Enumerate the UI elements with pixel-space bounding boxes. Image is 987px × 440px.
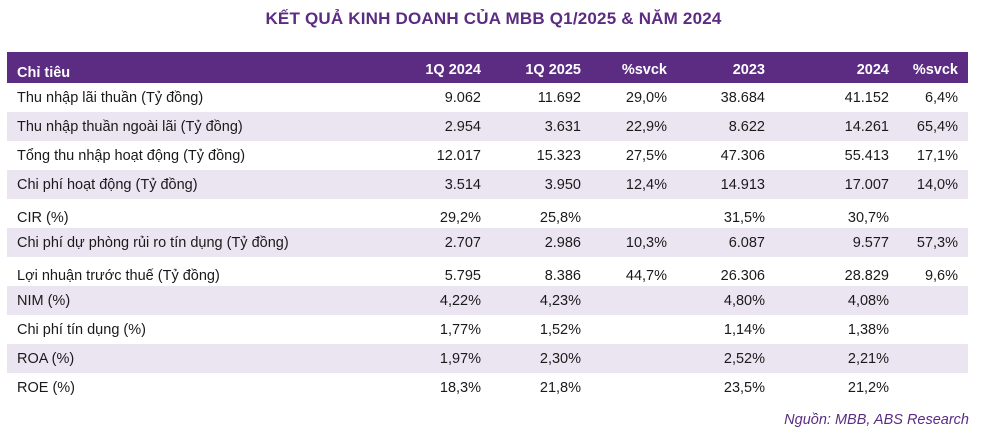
cell-yoy-year: 65,4%: [916, 118, 958, 135]
cell-1q2025: 2,30%: [539, 350, 581, 367]
cell-y2024: 2,21%: [847, 350, 889, 367]
cell-1q2025: 25,8%: [539, 210, 581, 226]
header-1q2025: 1Q 2025: [525, 62, 581, 78]
table-row: ROA (%) 1,97% 2,30% 2,52% 2,21%: [7, 344, 968, 373]
cell-1q2024: 4,22%: [439, 292, 481, 309]
cell-y2023: 14.913: [720, 176, 765, 193]
cell-yoy-quarter: 22,9%: [625, 118, 667, 135]
cell-yoy-year: [899, 373, 968, 402]
table-row: Chi phí dự phòng rủi ro tín dụng (Tỷ đồn…: [7, 228, 968, 257]
cell-y2023: 2,52%: [723, 350, 765, 367]
cell-y2024: 41.152: [844, 89, 889, 106]
cell-indicator: ROE (%): [17, 379, 75, 396]
cell-1q2025: 11.692: [537, 89, 581, 106]
header-2023: 2023: [732, 62, 765, 78]
table-row: ROE (%) 18,3% 21,8% 23,5% 21,2%: [7, 373, 968, 402]
table-row: NIM (%) 4,22% 4,23% 4,80% 4,08%: [7, 286, 968, 315]
cell-1q2024: 1,77%: [439, 321, 481, 338]
cell-y2024: 4,08%: [847, 292, 889, 309]
cell-yoy-year: 14,0%: [916, 176, 958, 193]
cell-y2024: 17.007: [844, 176, 889, 193]
table-row: Chi phí hoạt động (Tỷ đồng) 3.514 3.950 12,…: [7, 170, 968, 199]
header-row: Chỉ tiêu 1Q 2024 1Q 2025 %svck 2023 2024…: [7, 52, 968, 83]
cell-yoy-quarter: [591, 286, 677, 315]
cell-yoy-quarter: 12,4%: [625, 176, 667, 193]
cell-1q2024: 2.954: [444, 118, 481, 135]
header-indicator: Chỉ tiêu: [17, 65, 71, 81]
cell-1q2024: 1,97%: [439, 350, 481, 367]
cell-y2024: 21,2%: [847, 379, 889, 396]
cell-y2024: 1,38%: [847, 321, 889, 338]
cell-yoy-year: [899, 315, 968, 344]
cell-indicator: Thu nhập lãi thuần (Tỷ đồng): [17, 89, 204, 106]
cell-1q2025: 1,52%: [539, 321, 581, 338]
cell-yoy-year: 57,3%: [916, 234, 958, 251]
source-note: Nguồn: MBB, ABS Research: [784, 412, 969, 428]
cell-yoy-year: [899, 344, 968, 373]
cell-y2023: 26.306: [720, 268, 765, 284]
cell-1q2024: 5.795: [444, 268, 481, 284]
table-row: Thu nhập thuần ngoài lãi (Tỷ đồng) 2.954 3…: [7, 112, 968, 141]
cell-indicator: Chi phí tín dụng (%): [17, 321, 146, 338]
table-row: CIR (%) 29,2% 25,8% 31,5% 30,7%: [7, 199, 968, 228]
cell-y2023: 8.622: [728, 118, 765, 135]
table-title: KẾT QUẢ KINH DOANH CỦA MBB Q1/2025 & NĂM…: [265, 9, 722, 28]
cell-y2023: 23,5%: [723, 379, 765, 396]
cell-indicator: Tổng thu nhập hoạt động (Tỷ đồng): [17, 147, 246, 164]
table-row: Chi phí tín dụng (%) 1,77% 1,52% 1,14% 1,38%: [7, 315, 968, 344]
header-2024: 2024: [856, 62, 889, 78]
cell-1q2024: 29,2%: [439, 210, 481, 226]
cell-y2024: 55.413: [844, 147, 889, 164]
cell-y2024: 30,7%: [847, 210, 889, 226]
cell-indicator: CIR (%): [17, 210, 69, 226]
cell-y2024: 9.577: [852, 234, 889, 251]
cell-1q2024: 2.707: [444, 234, 481, 251]
cell-y2023: 1,14%: [723, 321, 765, 338]
cell-y2024: 28.829: [844, 268, 889, 284]
cell-y2023: 31,5%: [723, 210, 765, 226]
cell-yoy-year: [899, 199, 968, 228]
cell-y2023: 4,80%: [723, 292, 765, 309]
cell-1q2024: 12.017: [436, 147, 481, 164]
cell-y2023: 47.306: [720, 147, 765, 164]
cell-y2024: 14.261: [844, 118, 889, 135]
cell-yoy-quarter: [591, 344, 677, 373]
cell-yoy-quarter: [591, 373, 677, 402]
header-yoy-year: %svck: [912, 62, 958, 78]
cell-yoy-quarter: [591, 199, 677, 228]
cell-1q2025: 21,8%: [539, 379, 581, 396]
cell-yoy-quarter: 27,5%: [625, 147, 667, 164]
cell-yoy-year: 17,1%: [916, 147, 958, 164]
cell-yoy-quarter: [591, 315, 677, 344]
table-row: Tổng thu nhập hoạt động (Tỷ đồng) 12.017 1…: [7, 141, 968, 170]
cell-indicator: ROA (%): [17, 350, 75, 367]
cell-1q2024: 18,3%: [439, 379, 481, 396]
cell-1q2024: 9.062: [444, 89, 481, 106]
cell-indicator: Lợi nhuận trước thuế (Tỷ đồng): [17, 268, 220, 284]
cell-1q2025: 3.631: [544, 118, 581, 135]
cell-indicator: NIM (%): [17, 292, 71, 309]
cell-yoy-quarter: 44,7%: [625, 268, 667, 284]
cell-1q2025: 3.950: [544, 176, 581, 193]
cell-1q2025: 8.386: [544, 268, 581, 284]
cell-yoy-quarter: 10,3%: [625, 234, 667, 251]
header-1q2024: 1Q 2024: [425, 62, 481, 78]
cell-1q2025: 2.986: [544, 234, 581, 251]
cell-1q2024: 3.514: [444, 176, 481, 193]
cell-yoy-year: [899, 286, 968, 315]
cell-indicator: Thu nhập thuần ngoài lãi (Tỷ đồng): [17, 118, 243, 135]
business-results-table: Chỉ tiêu 1Q 2024 1Q 2025 %svck 2023 2024…: [7, 52, 968, 402]
cell-1q2025: 4,23%: [539, 292, 581, 309]
cell-1q2025: 15.323: [536, 147, 581, 164]
cell-yoy-year: 9,6%: [924, 268, 958, 284]
table-row: Thu nhập lãi thuần (Tỷ đồng) 9.062 11.692 2…: [7, 83, 968, 112]
cell-yoy-quarter: 29,0%: [625, 89, 667, 106]
cell-indicator: Chi phí dự phòng rủi ro tín dụng (Tỷ đồn…: [17, 234, 289, 251]
header-yoy-quarter: %svck: [621, 62, 667, 78]
table-row: Lợi nhuận trước thuế (Tỷ đồng) 5.795 8.386…: [7, 257, 968, 286]
cell-indicator: Chi phí hoạt động (Tỷ đồng): [17, 176, 198, 193]
cell-y2023: 38.684: [720, 89, 765, 106]
cell-yoy-year: 6,4%: [924, 89, 958, 106]
cell-y2023: 6.087: [728, 234, 765, 251]
